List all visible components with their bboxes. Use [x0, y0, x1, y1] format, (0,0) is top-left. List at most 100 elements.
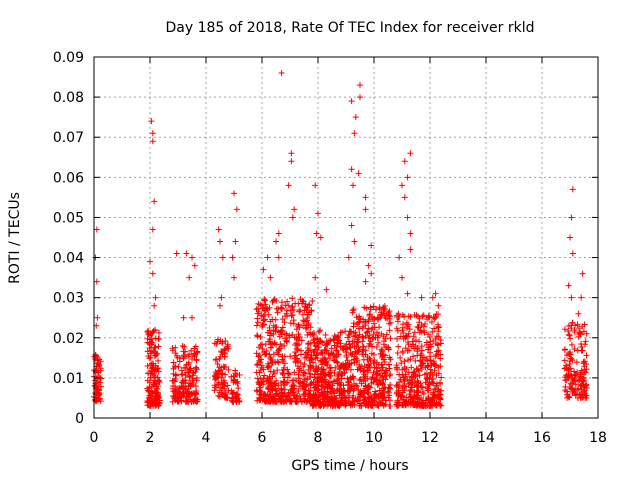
data-point	[349, 351, 356, 358]
data-point	[311, 374, 318, 381]
y-tick-label: 0.02	[53, 331, 84, 347]
data-point	[583, 366, 590, 373]
data-point	[343, 353, 350, 360]
data-point	[313, 230, 320, 237]
data-point	[437, 396, 444, 403]
data-point	[333, 347, 340, 354]
data-point	[277, 328, 284, 335]
data-point	[306, 397, 313, 404]
data-point	[97, 367, 104, 374]
data-point	[425, 381, 432, 388]
data-point	[272, 391, 279, 398]
data-point	[261, 316, 268, 323]
data-point	[265, 385, 272, 392]
data-point	[259, 323, 266, 330]
data-point	[95, 378, 102, 385]
data-point	[348, 222, 355, 229]
y-tick-label: 0.09	[53, 50, 84, 66]
data-point	[410, 333, 417, 340]
data-point	[581, 384, 588, 391]
data-point	[312, 274, 319, 281]
data-point	[269, 298, 276, 305]
data-point	[305, 366, 312, 373]
data-point	[169, 345, 176, 352]
data-point	[348, 166, 355, 173]
data-point	[387, 356, 394, 363]
data-point	[314, 367, 321, 374]
plot-frame	[93, 56, 599, 419]
data-point	[350, 387, 357, 394]
data-point	[360, 351, 367, 358]
data-point	[569, 250, 576, 257]
data-point	[355, 319, 362, 326]
data-point	[290, 377, 297, 384]
data-point	[571, 328, 578, 335]
data-point	[396, 254, 403, 261]
data-point	[429, 294, 436, 301]
data-point	[373, 359, 380, 366]
data-point	[172, 372, 179, 379]
data-point	[357, 390, 364, 397]
data-point	[566, 366, 573, 373]
data-point	[218, 348, 225, 355]
data-point	[309, 298, 316, 305]
data-point	[232, 379, 239, 386]
data-point	[339, 344, 346, 351]
data-point	[267, 398, 274, 405]
data-point	[353, 349, 360, 356]
data-point	[563, 352, 570, 359]
data-point	[420, 402, 427, 409]
data-point	[302, 304, 309, 311]
data-point	[434, 386, 441, 393]
data-point	[330, 401, 337, 408]
data-point	[408, 364, 415, 371]
data-point	[350, 392, 357, 399]
data-point	[399, 274, 405, 281]
data-point	[407, 384, 414, 391]
data-point	[575, 310, 582, 317]
data-point	[422, 364, 429, 371]
data-point	[283, 397, 290, 404]
data-point	[370, 334, 377, 341]
data-point	[318, 382, 325, 389]
data-point	[146, 392, 153, 399]
data-point	[313, 352, 320, 359]
data-point	[265, 338, 272, 345]
data-point	[267, 354, 274, 361]
data-point	[395, 392, 402, 399]
data-point	[366, 364, 373, 371]
data-point	[155, 357, 162, 364]
data-point	[284, 338, 291, 345]
data-point	[327, 367, 334, 374]
data-point	[155, 343, 162, 350]
data-point	[400, 374, 407, 381]
data-point	[357, 94, 363, 101]
data-point	[322, 331, 329, 338]
data-point	[582, 341, 589, 348]
data-point	[362, 278, 369, 285]
data-point	[423, 339, 430, 346]
data-point	[581, 389, 588, 396]
data-point	[233, 206, 240, 213]
data-point	[231, 274, 237, 281]
data-point	[366, 384, 373, 391]
data-point	[371, 398, 378, 405]
axis-ticks: 0 2 4 6 8 10 12 14 16 18 0 0.01 0.02 0.03 0.04 0.05 0.06…	[53, 50, 607, 446]
data-point	[193, 398, 200, 405]
data-point	[322, 342, 329, 349]
data-point	[274, 358, 281, 365]
data-point	[375, 332, 382, 339]
data-point	[334, 380, 341, 387]
data-point	[427, 338, 434, 345]
data-point	[314, 355, 321, 362]
data-point	[363, 402, 370, 409]
data-point	[570, 377, 577, 384]
data-point	[566, 349, 573, 356]
data-point	[293, 345, 300, 352]
data-point	[349, 340, 356, 347]
data-point	[279, 316, 286, 323]
data-point	[290, 306, 297, 313]
data-point	[170, 365, 177, 372]
data-point	[219, 254, 226, 261]
data-point	[235, 398, 242, 405]
